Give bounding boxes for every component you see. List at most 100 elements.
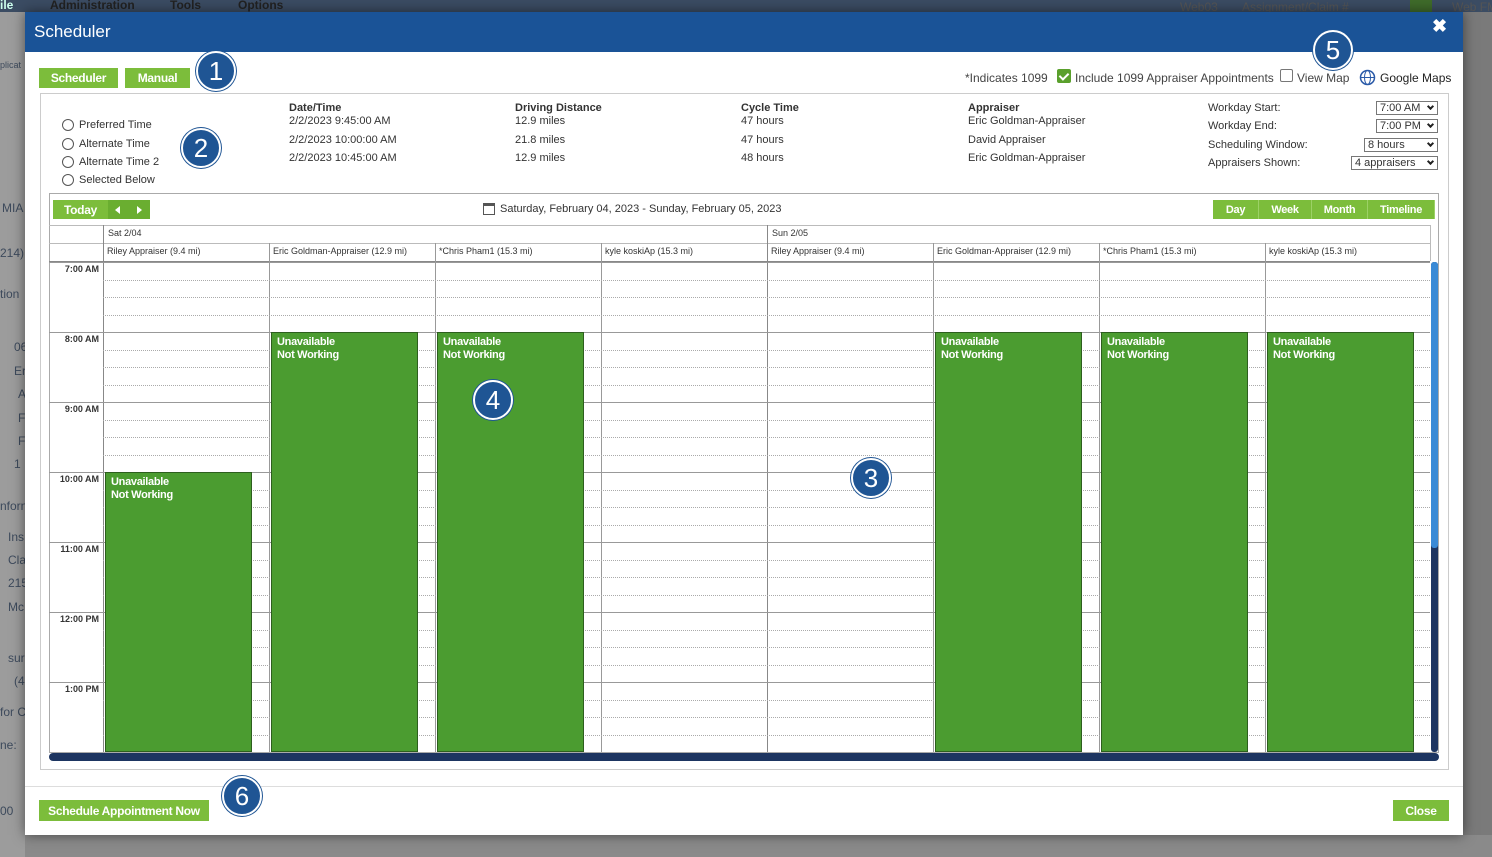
app-fragment: 215 bbox=[8, 576, 29, 590]
quarter-line bbox=[103, 559, 1430, 561]
radio[interactable] bbox=[62, 174, 74, 186]
header-line bbox=[49, 243, 1430, 244]
quarter-line bbox=[103, 664, 1430, 666]
checkbox[interactable] bbox=[1057, 69, 1071, 83]
google-maps-link[interactable]: Google Maps bbox=[1380, 71, 1452, 85]
radio[interactable] bbox=[62, 138, 74, 150]
quarter-line bbox=[103, 419, 1430, 421]
column-divider bbox=[601, 243, 602, 752]
event[interactable]: Unavailable Not Working bbox=[105, 472, 252, 752]
view-button[interactable]: Week bbox=[1259, 200, 1312, 219]
radio-label: Preferred Time bbox=[79, 119, 152, 131]
column-divider bbox=[435, 243, 436, 752]
app-fragment: A bbox=[18, 387, 27, 401]
view-button[interactable]: Timeline bbox=[1368, 200, 1435, 219]
day-divider bbox=[767, 225, 768, 752]
hour-line bbox=[49, 472, 1430, 473]
modal: Scheduler ✖ Scheduler Manual *Indicates 1099… bbox=[25, 12, 1463, 835]
event-subtitle: Not Working bbox=[443, 349, 505, 361]
quarter-line bbox=[103, 629, 1430, 631]
quarter-line bbox=[103, 314, 1430, 316]
checkbox-label: Include 1099 Appraiser Appointments bbox=[1075, 71, 1274, 85]
table-cell: 47 hours bbox=[741, 115, 784, 127]
resource-header: Eric Goldman-Appraiser (12.9 mi) bbox=[273, 246, 408, 256]
footer-line bbox=[25, 786, 1463, 787]
radio-label: Selected Below bbox=[79, 174, 155, 186]
quarter-line bbox=[103, 367, 1430, 368]
calendar-icon bbox=[483, 203, 495, 215]
today-button[interactable]: Today bbox=[53, 200, 108, 219]
select[interactable]: 4 appraisers bbox=[1351, 156, 1438, 170]
app-topbar bbox=[0, 0, 1492, 12]
quarter-line bbox=[103, 524, 1430, 526]
callout: 3 bbox=[851, 458, 891, 498]
table-cell: Eric Goldman-Appraiser bbox=[968, 152, 1086, 164]
event-subtitle: Not Working bbox=[277, 349, 339, 361]
column-divider bbox=[1265, 243, 1266, 752]
time-label: 11:00 AM bbox=[60, 544, 99, 554]
scroll-horizontal bbox=[49, 753, 1439, 761]
setting-label: Scheduling Window: bbox=[1208, 139, 1308, 151]
checkbox[interactable] bbox=[1280, 69, 1293, 82]
hour-line bbox=[49, 262, 1430, 263]
setting-label: Appraisers Shown: bbox=[1208, 157, 1301, 169]
radio[interactable] bbox=[62, 119, 74, 131]
radio-label: Alternate Time bbox=[79, 138, 150, 150]
resource-header: kyle koskiAp (15.3 mi) bbox=[1269, 246, 1358, 256]
radio[interactable] bbox=[62, 156, 74, 168]
table-cell: 2/2/2023 9:45:00 AM bbox=[289, 115, 391, 127]
table-cell: 2/2/2023 10:45:00 AM bbox=[289, 152, 397, 164]
event-title: Unavailable bbox=[941, 336, 999, 348]
app-fragment: F bbox=[18, 434, 26, 448]
callout: 6 bbox=[222, 776, 262, 816]
schedule-button[interactable]: Schedule Appointment Now bbox=[39, 800, 209, 821]
app-menu-item: Options bbox=[238, 0, 284, 12]
app-fragment: plicat bbox=[0, 60, 22, 70]
event[interactable]: Unavailable Not Working bbox=[935, 332, 1082, 752]
event[interactable]: Unavailable Not Working bbox=[1267, 332, 1414, 752]
resource-header: *Chris Pham1 (15.3 mi) bbox=[439, 246, 533, 256]
quarter-line bbox=[103, 699, 1430, 701]
resource-header: kyle koskiAp (15.3 mi) bbox=[605, 246, 694, 256]
select[interactable]: 7:00 PM bbox=[1376, 119, 1438, 133]
time-label: 12:00 PM bbox=[59, 614, 99, 624]
modal-header bbox=[25, 12, 1463, 52]
time-label: 8:00 AM bbox=[64, 334, 99, 344]
tab-button[interactable]: Manual bbox=[125, 68, 190, 88]
event-title: Unavailable bbox=[443, 336, 501, 348]
time-label: 10:00 AM bbox=[59, 474, 99, 484]
calendar bbox=[49, 193, 1439, 753]
view-button[interactable]: Month bbox=[1312, 200, 1368, 219]
app-top-text: Web03 bbox=[1180, 0, 1218, 14]
app-fragment: F bbox=[18, 411, 26, 425]
view-button[interactable]: Day bbox=[1213, 200, 1259, 219]
modal-title: Scheduler bbox=[34, 22, 111, 41]
table-cell: 47 hours bbox=[741, 134, 784, 146]
app-fragment: nforn bbox=[0, 499, 28, 513]
quarter-line bbox=[103, 734, 1430, 736]
globe-icon bbox=[1359, 69, 1376, 86]
close-button[interactable]: Close bbox=[1393, 800, 1449, 821]
table-header: Driving Distance bbox=[515, 102, 602, 114]
time-label: 7:00 AM bbox=[64, 264, 99, 274]
app-fragment: Cla bbox=[8, 553, 27, 567]
app-fragment: 00 bbox=[0, 804, 14, 818]
hour-line bbox=[49, 542, 1430, 543]
event-subtitle: Not Working bbox=[1273, 349, 1335, 361]
resource-header: *Chris Pham1 (15.3 mi) bbox=[1103, 246, 1197, 256]
tab-button[interactable]: Scheduler bbox=[39, 68, 118, 88]
modal-close[interactable]: ✖ bbox=[1432, 16, 1448, 36]
select[interactable]: 7:00 AM bbox=[1376, 101, 1438, 115]
event[interactable]: Unavailable Not Working bbox=[1101, 332, 1248, 752]
time-label: 1:00 PM bbox=[64, 684, 99, 694]
app-fragment: MIA bbox=[2, 201, 24, 215]
quarter-line bbox=[103, 577, 1430, 578]
app-fragment: 06 bbox=[14, 340, 28, 354]
event-subtitle: Not Working bbox=[941, 349, 1003, 361]
select[interactable]: 8 hours bbox=[1364, 138, 1438, 152]
quarter-line bbox=[103, 489, 1430, 491]
event[interactable]: Unavailable Not Working bbox=[271, 332, 418, 752]
table-cell: 21.8 miles bbox=[515, 134, 566, 146]
callout: 1 bbox=[196, 51, 236, 91]
resource-header: Riley Appraiser (9.4 mi) bbox=[771, 246, 865, 256]
